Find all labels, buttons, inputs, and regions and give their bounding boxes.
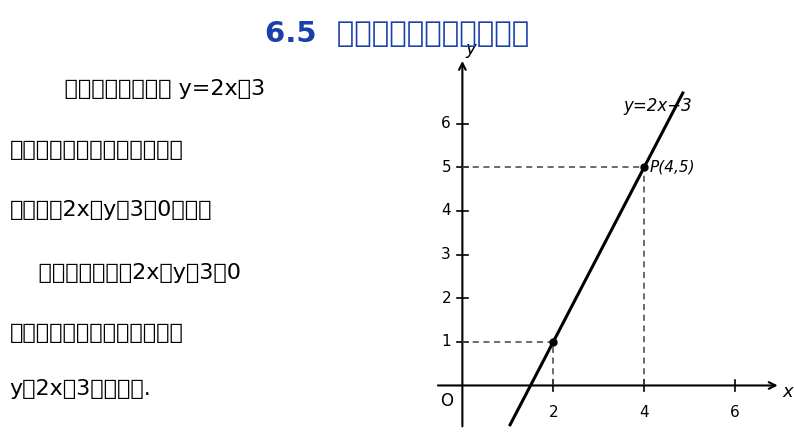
Text: 的图像上的点的坐标都是二元: 的图像上的点的坐标都是二元 xyxy=(10,140,183,160)
Text: 的解为坐标的点都在一次函数: 的解为坐标的点都在一次函数 xyxy=(10,323,183,343)
Text: 4: 4 xyxy=(441,203,451,219)
Text: 1: 1 xyxy=(441,334,451,349)
Text: 4: 4 xyxy=(639,405,649,420)
Text: 事实上，一次函数 y=2x－3: 事实上，一次函数 y=2x－3 xyxy=(36,80,265,99)
Text: P(4,5): P(4,5) xyxy=(649,160,696,175)
Text: 以二元一次方程2x－y－3＝0: 以二元一次方程2x－y－3＝0 xyxy=(10,263,241,283)
Text: 6.5  一次函数与二元一次方程: 6.5 一次函数与二元一次方程 xyxy=(265,20,529,48)
Text: x: x xyxy=(783,383,793,401)
Text: y: y xyxy=(465,40,476,58)
Text: 一次方程2x－y－3＝0的解；: 一次方程2x－y－3＝0的解； xyxy=(10,200,212,220)
Text: 3: 3 xyxy=(441,247,451,262)
Text: 2: 2 xyxy=(441,291,451,306)
Text: 2: 2 xyxy=(549,405,558,420)
Text: 5: 5 xyxy=(441,160,451,175)
Text: y=2x−3: y=2x−3 xyxy=(624,97,692,115)
Text: 6: 6 xyxy=(730,405,740,420)
Text: O: O xyxy=(440,392,453,410)
Text: y＝2x－3的图像上.: y＝2x－3的图像上. xyxy=(10,379,152,399)
Text: 6: 6 xyxy=(441,116,451,131)
